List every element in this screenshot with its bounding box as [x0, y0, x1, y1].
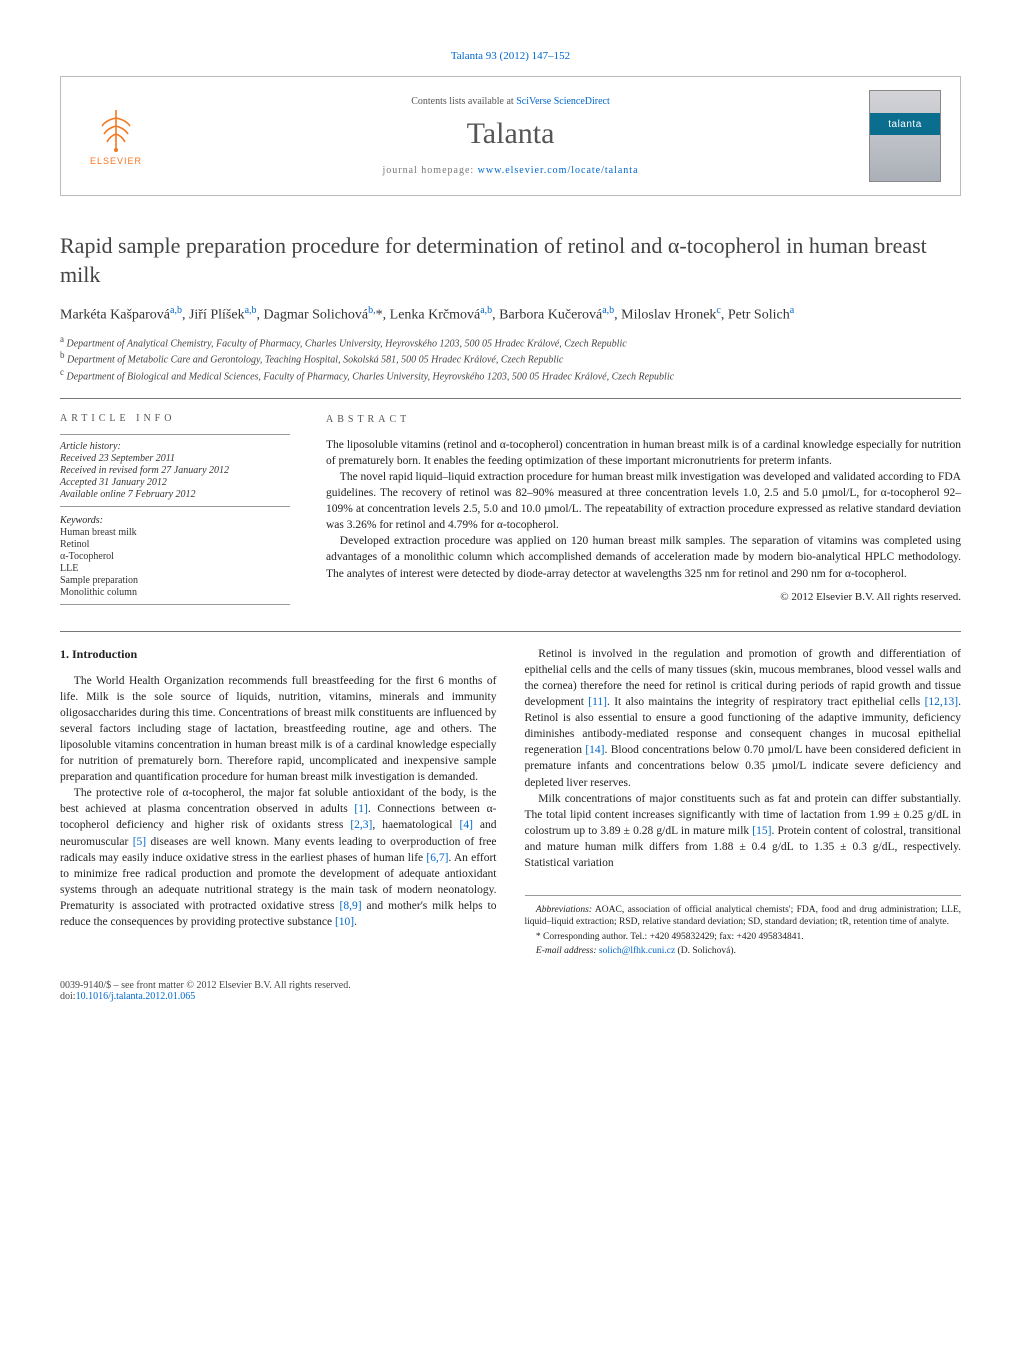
journal-cover-thumbnail: talanta: [869, 90, 941, 182]
body-paragraph: The protective role of α-tocopherol, the…: [60, 785, 497, 930]
keyword: Human breast milk: [60, 527, 290, 538]
corresponding-email-link[interactable]: solich@lfhk.cuni.cz: [599, 946, 675, 956]
doi-prefix: doi:: [60, 991, 76, 1002]
body-paragraph: Retinol is involved in the regulation an…: [525, 646, 962, 791]
abbreviations-label: Abbreviations:: [536, 905, 592, 915]
author-list: Markéta Kašparováa,b, Jiří Plíšeka,b, Da…: [60, 303, 961, 326]
contents-available-line: Contents lists available at SciVerse Sci…: [181, 96, 840, 107]
abstract-copyright: © 2012 Elsevier B.V. All rights reserved…: [326, 590, 961, 605]
bottom-metadata: 0039-9140/$ – see front matter © 2012 El…: [60, 980, 961, 1002]
citation-link[interactable]: [1]: [354, 803, 367, 815]
body-paragraph: Milk concentrations of major constituent…: [525, 791, 962, 871]
journal-reference: Talanta 93 (2012) 147–152: [60, 50, 961, 62]
abstract-column: ABSTRACT The liposoluble vitamins (retin…: [326, 413, 961, 611]
article-title: Rapid sample preparation procedure for d…: [60, 232, 961, 289]
article-info-column: ARTICLE INFO Article history: Received 2…: [60, 413, 290, 611]
citation-link[interactable]: [5]: [133, 836, 146, 848]
affiliation: c Department of Biological and Medical S…: [60, 367, 961, 382]
citation-link[interactable]: [10]: [335, 916, 354, 928]
citation-link[interactable]: [6,7]: [426, 852, 448, 864]
section-heading-introduction: 1. Introduction: [60, 646, 497, 663]
abstract-paragraph: The liposoluble vitamins (retinol and α-…: [326, 437, 961, 469]
history-revised: Received in revised form 27 January 2012: [60, 465, 290, 476]
homepage-prefix: journal homepage:: [382, 165, 477, 176]
elsevier-logo: ELSEVIER: [80, 97, 152, 175]
citation-link[interactable]: [14]: [585, 744, 604, 756]
email-label: E-mail address:: [536, 946, 599, 956]
citation-link[interactable]: [2,3]: [350, 819, 372, 831]
abstract-paragraph: The novel rapid liquid–liquid extraction…: [326, 469, 961, 533]
citation-link[interactable]: [11]: [588, 696, 607, 708]
elsevier-label: ELSEVIER: [90, 156, 142, 166]
sciencedirect-link[interactable]: SciVerse ScienceDirect: [516, 96, 610, 107]
keyword-list: Human breast milkRetinolα-TocopherolLLES…: [60, 527, 290, 598]
publisher-logo-region: ELSEVIER: [61, 89, 171, 183]
citation-link[interactable]: [15]: [752, 825, 771, 837]
article-body: 1. Introduction The World Health Organiz…: [60, 646, 961, 958]
cover-thumb-label: talanta: [888, 119, 922, 130]
citation-link[interactable]: [8,9]: [340, 900, 362, 912]
corresponding-author-label: * Corresponding author.: [536, 932, 630, 942]
keyword: Monolithic column: [60, 587, 290, 598]
keyword: Sample preparation: [60, 575, 290, 586]
journal-homepage-link[interactable]: www.elsevier.com/locate/talanta: [478, 165, 639, 176]
affiliation-list: a Department of Analytical Chemistry, Fa…: [60, 334, 961, 382]
journal-homepage-line: journal homepage: www.elsevier.com/locat…: [181, 165, 840, 176]
history-label: Article history:: [60, 441, 290, 452]
citation-link[interactable]: [12,13]: [925, 696, 959, 708]
history-online: Available online 7 February 2012: [60, 489, 290, 500]
affiliation: b Department of Metabolic Care and Geron…: [60, 350, 961, 365]
email-suffix: (D. Solichová).: [675, 946, 736, 956]
history-received: Received 23 September 2011: [60, 453, 290, 464]
corresponding-author-contact: Tel.: +420 495832429; fax: +420 49583484…: [630, 932, 803, 942]
keyword: Retinol: [60, 539, 290, 550]
doi-link[interactable]: 10.1016/j.talanta.2012.01.065: [76, 991, 196, 1002]
abstract-paragraph: Developed extraction procedure was appli…: [326, 533, 961, 581]
keyword: α-Tocopherol: [60, 551, 290, 562]
body-paragraph: The World Health Organization recommends…: [60, 673, 497, 786]
footnotes: Abbreviations: AOAC, association of offi…: [525, 895, 962, 957]
affiliation: a Department of Analytical Chemistry, Fa…: [60, 334, 961, 349]
citation-link[interactable]: [4]: [459, 819, 472, 831]
keywords-label: Keywords:: [60, 515, 290, 526]
abstract-heading: ABSTRACT: [326, 413, 961, 427]
divider: [60, 631, 961, 632]
journal-header: ELSEVIER Contents lists available at Sci…: [60, 76, 961, 196]
journal-name: Talanta: [181, 117, 840, 151]
article-info-heading: ARTICLE INFO: [60, 413, 290, 424]
journal-cover-region: talanta: [850, 82, 960, 190]
history-accepted: Accepted 31 January 2012: [60, 477, 290, 488]
divider: [60, 398, 961, 399]
issn-copyright-line: 0039-9140/$ – see front matter © 2012 El…: [60, 980, 961, 991]
elsevier-tree-icon: [92, 106, 140, 154]
keyword: LLE: [60, 563, 290, 574]
contents-prefix: Contents lists available at: [411, 96, 516, 107]
